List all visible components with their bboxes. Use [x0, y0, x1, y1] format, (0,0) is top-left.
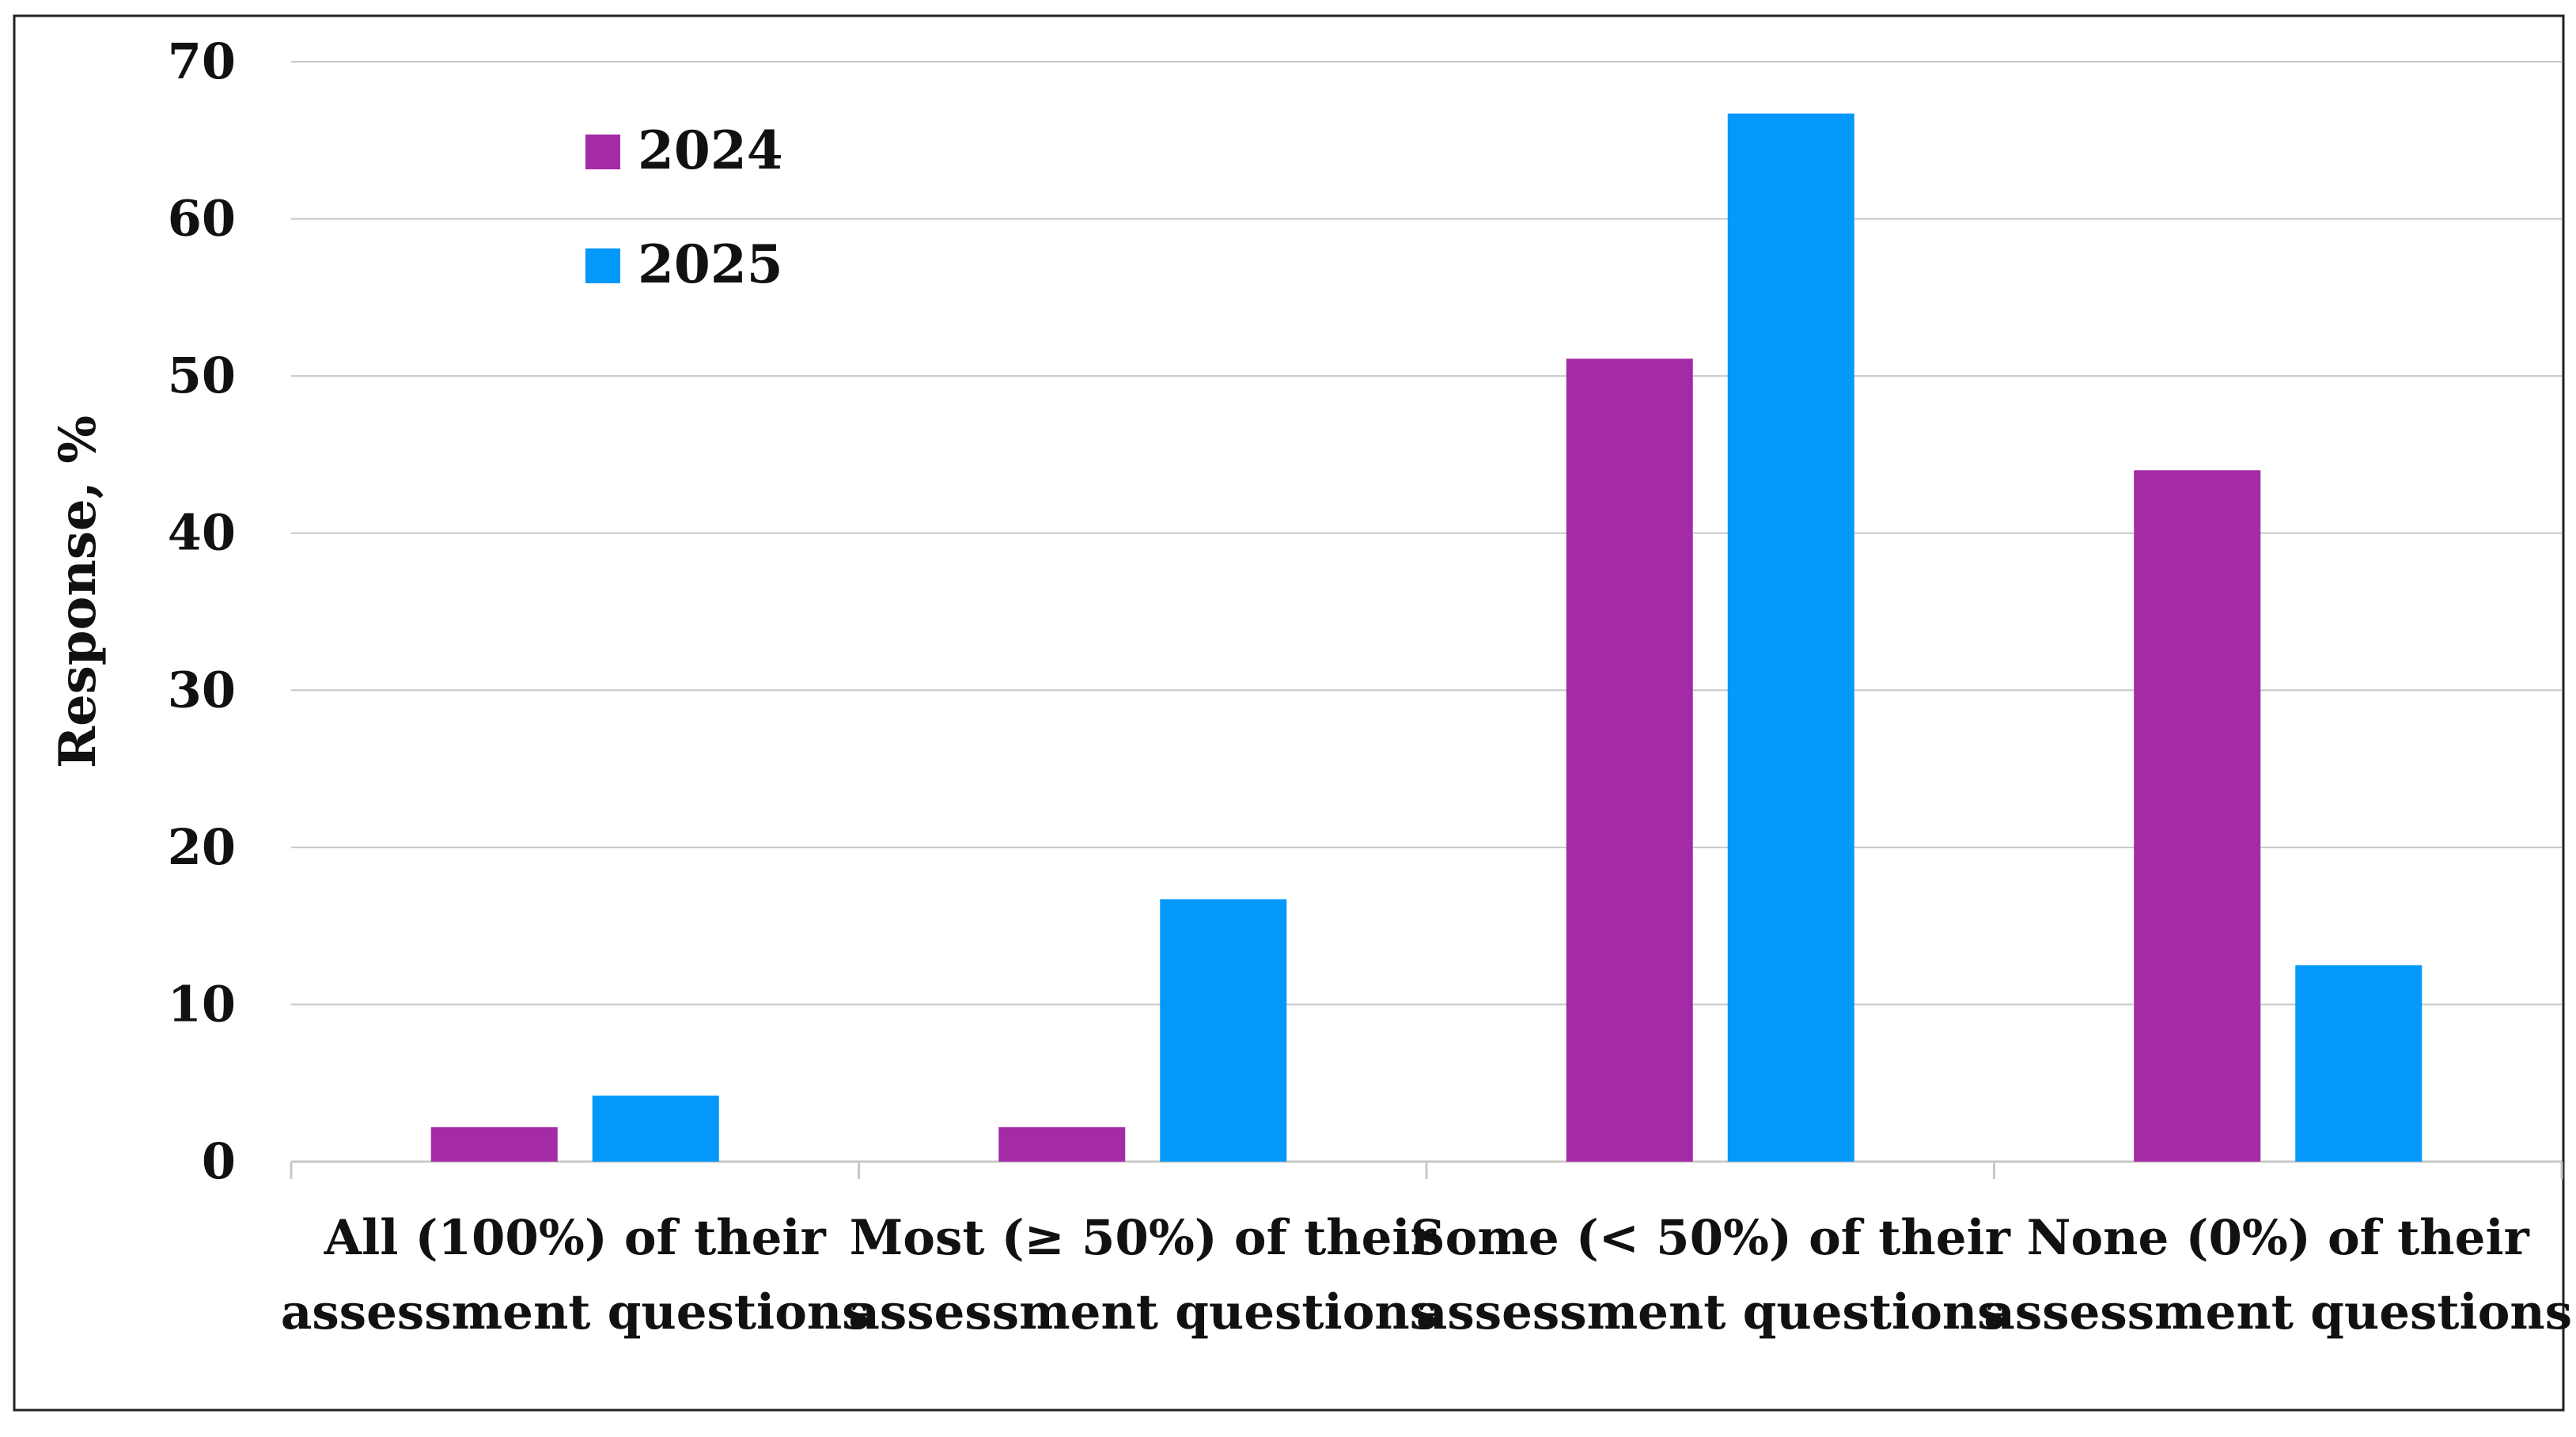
legend-swatch	[585, 248, 620, 283]
bar-2025	[592, 1095, 719, 1162]
y-tick-label: 0	[202, 1132, 236, 1190]
y-tick-label: 20	[168, 818, 236, 876]
bar-2024	[998, 1127, 1126, 1162]
x-category-label: Some (< 50%) of their	[1411, 1210, 2011, 1266]
x-category-label: assessment questions	[1416, 1284, 2005, 1340]
x-category-label: assessment questions	[1983, 1284, 2572, 1340]
labels: 0 10 20 30 40 50 60 70 All (100%) of their assess…	[48, 32, 2572, 1340]
y-tick-label: 10	[168, 975, 236, 1033]
y-tick-label: 30	[168, 661, 236, 718]
legend-label: 2024	[638, 119, 783, 181]
legend: 2024 2025	[585, 119, 783, 295]
y-tick-label: 60	[168, 190, 236, 248]
legend-label: 2025	[638, 233, 783, 295]
bar-2025	[1160, 899, 1287, 1162]
bar-2025	[1727, 113, 1854, 1162]
x-category-label: Most (≥ 50%) of their	[850, 1210, 1437, 1266]
bar-2024	[2134, 470, 2261, 1162]
legend-swatch	[585, 135, 620, 169]
x-category-label: All (100%) of their	[324, 1210, 827, 1266]
y-tick-label: 70	[168, 32, 236, 90]
bars	[430, 113, 2423, 1162]
bar-2024	[1566, 358, 1693, 1162]
bar-2024	[430, 1127, 558, 1162]
y-tick-label: 40	[168, 504, 236, 562]
y-axis-title: Response, %	[48, 415, 108, 768]
bar-2025	[2295, 965, 2423, 1162]
x-category-label: None (0%) of their	[2027, 1210, 2530, 1266]
x-category-label: assessment questions	[281, 1284, 869, 1340]
y-tick-label: 50	[168, 347, 236, 404]
x-category-label: assessment questions	[848, 1284, 1437, 1340]
